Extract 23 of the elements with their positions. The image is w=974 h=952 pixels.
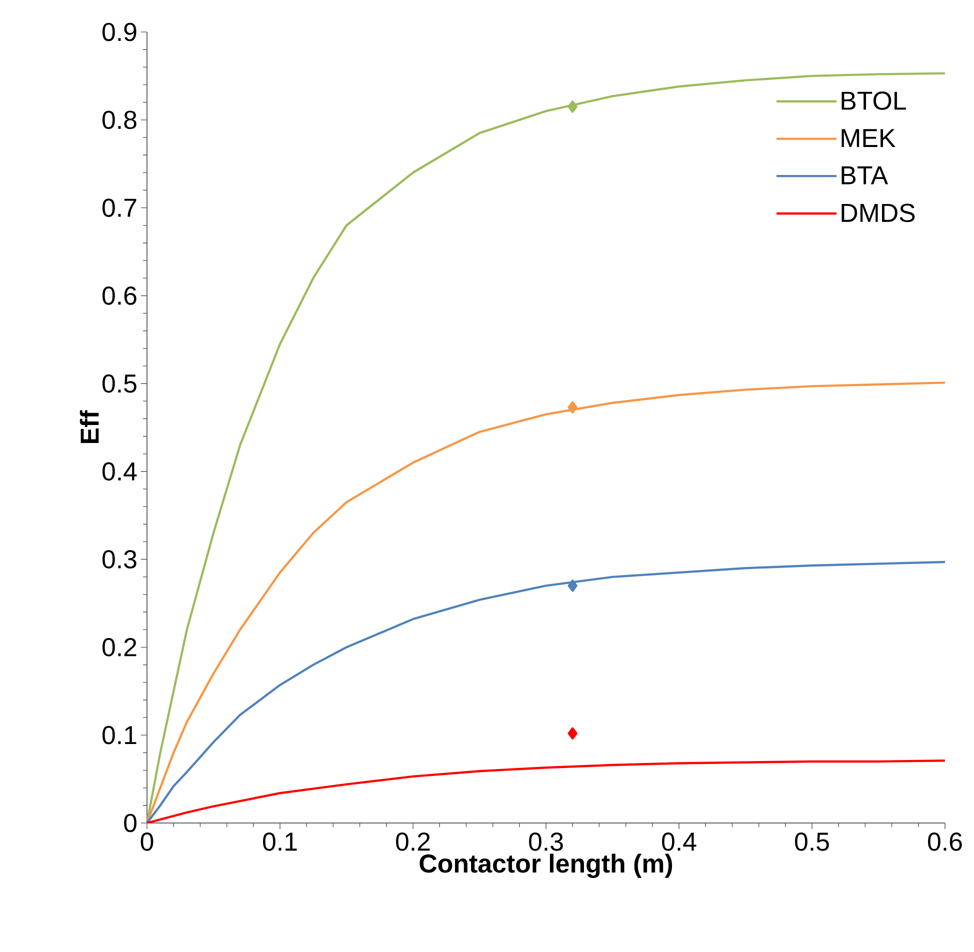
- y-axis-title: Eff: [80, 410, 99, 444]
- y-tick-label: 0.8: [102, 110, 136, 130]
- legend-label: BTA: [842, 166, 888, 184]
- legend-label: MEK: [842, 129, 896, 147]
- y-tick-label: 0.6: [102, 286, 136, 305]
- y-tick-label: 0.1: [102, 726, 136, 744]
- y-tick-label: 0.4: [102, 462, 137, 481]
- y-tick-label: 0: [124, 814, 136, 832]
- y-tick-label: 0.5: [102, 374, 136, 393]
- x-tick-label: 0.2: [396, 832, 430, 851]
- x-tick-label: 0.3: [529, 832, 563, 851]
- x-tick-label: 0.6: [928, 832, 962, 851]
- x-axis-title: Contactor length (m): [420, 854, 672, 878]
- x-tick-label: 0: [140, 832, 154, 851]
- legend-label: DMDS: [842, 204, 915, 222]
- y-tick-label: 0.3: [102, 550, 136, 568]
- legend-label: BTOL: [842, 92, 906, 110]
- x-tick-label: 0.5: [795, 832, 829, 851]
- y-tick-label: 0.9: [102, 22, 136, 42]
- x-tick-label: 0.4: [662, 832, 696, 851]
- y-tick-label: 0.7: [102, 198, 136, 217]
- y-tick-label: 0.2: [102, 638, 136, 656]
- x-tick-label: 0.1: [263, 832, 297, 851]
